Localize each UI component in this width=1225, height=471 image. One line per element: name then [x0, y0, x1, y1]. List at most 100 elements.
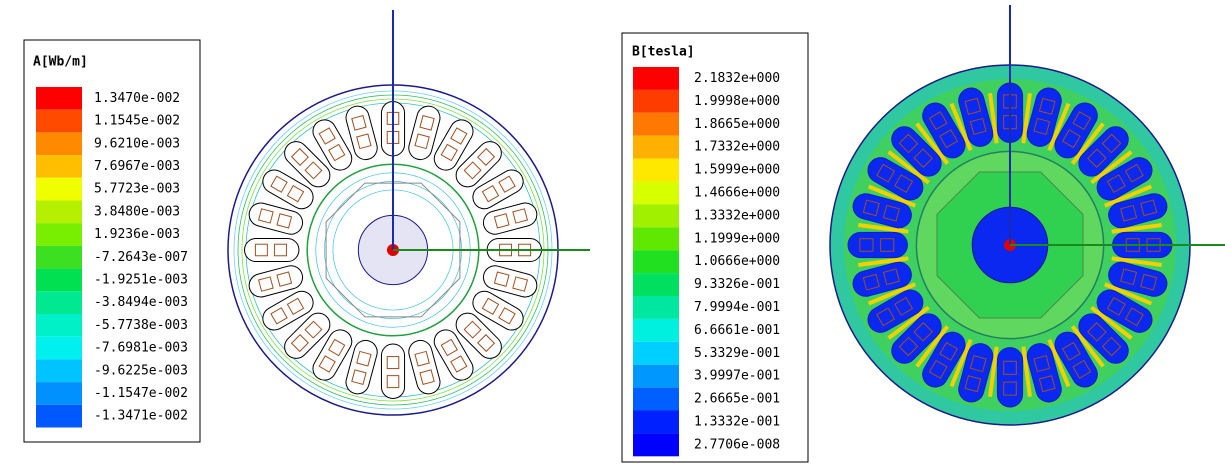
coil — [276, 213, 293, 229]
coil — [328, 143, 346, 162]
coil — [939, 341, 959, 361]
slot — [1078, 313, 1129, 364]
legend-swatch — [36, 109, 82, 133]
coil — [477, 334, 496, 353]
slot — [1026, 343, 1062, 403]
coil — [328, 338, 346, 357]
coil — [1120, 268, 1138, 286]
legend-swatch — [36, 359, 82, 383]
coil — [1124, 163, 1144, 183]
legend-label: 1.8665e+000 — [694, 117, 780, 132]
legend-swatch — [36, 314, 82, 337]
coil — [481, 297, 500, 315]
coil — [270, 307, 288, 325]
coil — [1124, 307, 1144, 327]
coil — [498, 307, 516, 325]
legend-label: 9.3326e-001 — [694, 277, 780, 292]
coil — [493, 213, 510, 229]
legend-label: 1.5999e+000 — [694, 163, 780, 178]
coil — [318, 355, 336, 373]
legend-label: -1.9251e-003 — [94, 272, 188, 287]
legend-swatch — [633, 158, 679, 182]
coil — [286, 185, 305, 203]
slot-body — [847, 231, 908, 259]
tooth — [1104, 184, 1153, 208]
coil — [419, 114, 435, 131]
slot-body — [922, 331, 966, 388]
coil — [913, 322, 933, 342]
legend-label: -9.6225e-003 — [94, 363, 188, 378]
coil — [1087, 148, 1107, 168]
flux-density-plot — [829, 5, 1225, 426]
slot-body — [262, 169, 314, 210]
tooth — [988, 346, 999, 397]
legend-label: 1.9998e+000 — [694, 94, 780, 109]
coil — [1038, 375, 1056, 393]
coil — [414, 133, 430, 150]
coil — [1106, 296, 1126, 316]
legend-label: -7.6981e-003 — [94, 341, 188, 356]
legend-label: -1.1547e-002 — [94, 386, 188, 401]
legend-label: 2.1832e+000 — [694, 71, 780, 86]
coil — [450, 127, 468, 145]
coil — [440, 338, 458, 357]
slot-body — [433, 119, 474, 171]
legend-swatch — [633, 250, 679, 274]
tooth — [949, 102, 973, 151]
slot-body — [244, 237, 300, 263]
legend-swatch — [633, 227, 679, 251]
legend-swatch — [36, 87, 82, 110]
legend-swatch — [36, 132, 82, 156]
legend-label: 6.6661e-001 — [694, 323, 780, 338]
coil — [286, 297, 305, 315]
legend-swatch — [633, 387, 679, 411]
coil — [257, 208, 274, 224]
tooth — [988, 93, 999, 144]
coil — [1003, 360, 1017, 375]
coil — [1140, 273, 1158, 291]
coil — [876, 163, 896, 183]
legend-label: -1.3471e-002 — [94, 409, 188, 424]
coil — [419, 369, 435, 386]
coil — [898, 133, 919, 154]
coil — [1072, 111, 1092, 131]
coil — [273, 243, 287, 257]
legend-swatch — [36, 336, 82, 360]
slot — [1054, 331, 1098, 388]
tooth — [1070, 122, 1105, 165]
slot — [345, 339, 378, 395]
coil — [1106, 174, 1126, 194]
slot — [345, 105, 378, 161]
legend-swatch — [36, 200, 82, 224]
legend-label: 1.1999e+000 — [694, 231, 780, 246]
coil — [290, 334, 309, 353]
coil — [894, 174, 914, 194]
slot — [1026, 87, 1062, 147]
tooth — [1111, 256, 1162, 267]
legend-swatch — [633, 341, 679, 365]
slot-body — [867, 289, 924, 333]
slot — [312, 329, 353, 381]
legend-swatch — [36, 268, 82, 292]
slot — [482, 265, 538, 298]
coil — [351, 114, 367, 131]
tooth — [867, 184, 916, 208]
slot — [996, 347, 1024, 408]
legend-label: 1.3332e-001 — [694, 414, 780, 429]
slot-body — [472, 290, 524, 331]
legend-label: 1.3332e+000 — [694, 208, 780, 223]
tooth — [887, 150, 930, 185]
tooth — [1021, 346, 1032, 397]
legend-title: A[Wb/m] — [33, 55, 88, 70]
coil — [859, 238, 874, 252]
coil — [463, 161, 482, 180]
coil — [876, 307, 896, 327]
coil — [1101, 336, 1122, 357]
legend-label: 1.7332e+000 — [694, 140, 780, 155]
legend-label: -7.2643e-007 — [94, 250, 188, 265]
legend-swatch — [36, 177, 82, 201]
slot — [408, 339, 441, 395]
coil — [969, 355, 987, 373]
tooth — [867, 282, 916, 306]
tooth — [1021, 93, 1032, 144]
